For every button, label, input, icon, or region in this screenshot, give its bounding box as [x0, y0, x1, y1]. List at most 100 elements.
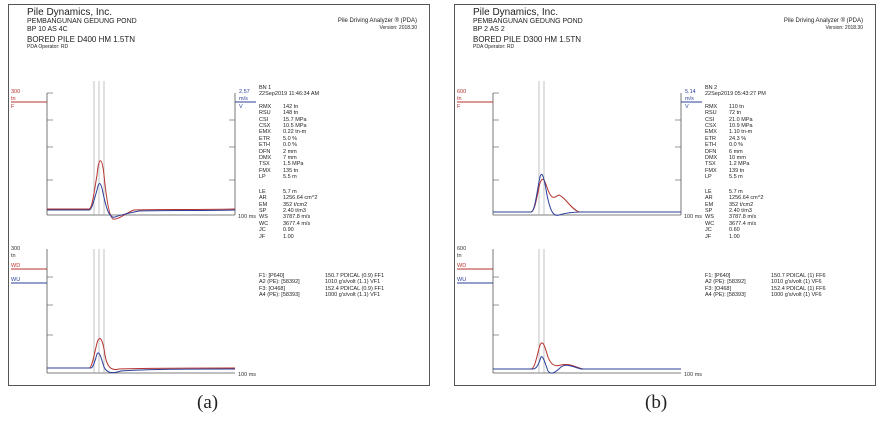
pile-name: BORED PILE D300 HM 1.5TN [473, 35, 582, 44]
param-row-em: EM 352 t/cm2 [259, 201, 308, 208]
result-row-rmx: RMX 110 tn [705, 103, 744, 110]
wave-down-trace [493, 342, 682, 370]
top-force-scale: 300 [11, 89, 20, 95]
result-row-dfn: DFN 2 mm [259, 148, 297, 155]
calibration-row-f3: F3: [O468] 152.4 PDICAL (1) FF6 [705, 285, 826, 292]
result-row-fmx: FMX 139 tn [705, 167, 745, 174]
top-force-unit: tn [11, 96, 16, 102]
param-row-jc: JC 0.60 [705, 227, 740, 234]
velocity-scale: 2.57 [239, 89, 250, 95]
bottom-time-label: 100 ms [684, 372, 702, 378]
param-row-jf: JF 1.00 [259, 233, 294, 240]
param-row-ws: WS 3787.8 m/s [259, 214, 311, 221]
wave-up-label: WU [457, 277, 466, 283]
bottom-ticks [493, 276, 499, 336]
bottom-force-scale: 300 [11, 246, 20, 252]
result-row-fmx: FMX 135 tn [259, 167, 299, 174]
blow-time: 22Sep2019 11:46:34 AM [259, 91, 320, 98]
param-row-ws: WS 3787.8 m/s [705, 214, 757, 221]
result-row-eth: ETH 0.0 % [259, 142, 298, 149]
result-row-etr: ETR 5.0 % [259, 135, 298, 142]
result-row-etr: ETR 24.3 % [705, 135, 747, 142]
force-trace [493, 178, 681, 213]
top-marker-lines [538, 81, 545, 215]
result-row-tsx: TSX 1.2 MPa [705, 161, 750, 168]
version-label: Version: 2018.30 [825, 25, 863, 31]
result-row-dmx: DMX 10 mm [705, 155, 746, 162]
param-row-ar: AR 1256.64 cm^2 [705, 195, 764, 202]
top-force-unit: tn [457, 96, 462, 102]
results-panel: BN 2 22Sep2019 05:43:27 PM RMX 110 tn RSU… [705, 85, 766, 240]
result-row-rsu: RSU 72 tn [705, 110, 742, 117]
velocity-trace-label: V [239, 104, 243, 110]
calibration-row-f1: F1: [P640] 150.7 PDICAL (0.9) FF1 [259, 273, 385, 279]
project-name: PEMBANGUNAN GEDUNG POND [473, 18, 583, 25]
param-row-wc: WC 3677.4 m/s [259, 220, 311, 227]
param-row-ar: AR 1256.64 cm^2 [259, 195, 318, 202]
operator-label: PDA Operator: RD [27, 44, 69, 50]
top-ticks [493, 92, 681, 181]
device-info: Pile Driving Analyzer ® (PDA) Version: 2… [338, 18, 417, 32]
calibration-row-a4: A4 (PE): [58393] 1000 g's/volt (1.1) VF1 [259, 292, 381, 299]
top-time-label: 100 ms [684, 214, 702, 220]
device-name: Pile Driving Analyzer ® (PDA) [337, 18, 417, 24]
param-row-sp: SP 2.40 t/m3 [259, 207, 306, 214]
top-ticks [47, 92, 235, 181]
result-row-csi: CSI 21.0 MPa [705, 116, 753, 123]
result-row-tsx: TSX 1.5 MPa [259, 161, 304, 168]
blow-number: BN 1 [259, 85, 272, 91]
top-force-scale: 600 [457, 89, 466, 95]
waveform-plots-b: 600 tn F 5.14 m/s V 100 ms 600 tn WD WU … [457, 81, 702, 378]
pda-report-b: Pile Dynamics, Inc. PEMBANGUNAN GEDUNG P… [454, 4, 876, 386]
wave-down-label: WD [457, 263, 466, 269]
result-row-csx: CSX 10.9 MPa [705, 123, 753, 130]
blow-time: 22Sep2019 05:43:27 PM [705, 91, 766, 98]
calibration-row-f3: F3: [O468] 152.4 PDICAL (0.9) FF1 [259, 285, 385, 292]
param-row-wc: WC 3677.4 m/s [705, 220, 757, 227]
calibration-row-a4: A4 (PE): [58393] 1000 g's/volt (1) VF6 [705, 292, 822, 299]
velocity-unit: m/s [239, 96, 248, 102]
param-row-le: LE 5.7 m [259, 188, 297, 195]
waveform-plots-a: 300 tn F 2.57 m/s V 100 ms 300 tn WD WU … [11, 81, 256, 378]
report-header: Pile Dynamics, Inc. PEMBANGUNAN GEDUNG P… [473, 7, 583, 50]
param-row-le: LE 5.7 m [705, 188, 743, 195]
company-name: Pile Dynamics, Inc. [27, 7, 113, 18]
result-row-csi: CSI 15.7 MPa [259, 116, 307, 123]
bottom-marker-lines [538, 249, 545, 373]
calibration-row-a2: A2 (PE): [58392] 1010 g's/volt (1.1) VF1 [259, 279, 381, 286]
force-trace [47, 160, 236, 220]
force-trace-label: F [11, 104, 15, 110]
wave-up-label: WU [11, 277, 20, 283]
device-name: Pile Driving Analyzer ® (PDA) [783, 18, 863, 24]
pile-id: BP 2 AS 2 [473, 26, 505, 33]
bottom-force-scale: 600 [457, 246, 466, 252]
velocity-scale: 5.14 [685, 89, 696, 95]
calibration-row-a2: A2 (PE): [58392] 1010 g's/volt (1) VF6 [705, 279, 822, 286]
result-row-rmx: RMX 142 tn [259, 103, 299, 110]
result-row-rsu: RSU 148 tn [259, 110, 299, 117]
pda-report-a: Pile Dynamics, Inc. PEMBANGUNAN GEDUNG P… [8, 4, 430, 386]
operator-label: PDA Operator: RD [473, 44, 515, 50]
velocity-trace-label: V [685, 104, 689, 110]
result-row-lp: LP 5.5 m [259, 174, 297, 181]
pile-name: BORED PILE D400 HM 1.5TN [27, 35, 136, 44]
param-row-sp: SP 2.40 t/m3 [705, 207, 752, 214]
result-row-emx: EMX 1.10 tn-m [705, 129, 753, 136]
result-row-dmx: DMX 7 mm [259, 155, 297, 162]
top-time-label: 100 ms [238, 214, 256, 220]
calibration-panel: F1: [P640] 150.7 PDICAL (1) FF6 A2 (PE): … [705, 273, 826, 299]
param-row-jf: JF 1.00 [705, 233, 740, 240]
param-row-em: EM 352 t/cm2 [705, 201, 754, 208]
bottom-force-unit: tn [11, 253, 16, 259]
version-label: Version: 2018.30 [379, 25, 417, 31]
force-trace-label: F [457, 104, 461, 110]
company-name: Pile Dynamics, Inc. [473, 7, 559, 18]
calibration-panel: F1: [P640] 150.7 PDICAL (0.9) FF1 A2 (PE)… [259, 273, 384, 299]
wave-down-trace [47, 338, 236, 370]
project-name: PEMBANGUNAN GEDUNG POND [27, 18, 137, 25]
wave-up-trace [47, 352, 236, 374]
velocity-trace [493, 173, 681, 216]
wave-down-label: WD [11, 263, 20, 269]
wave-up-trace [493, 356, 682, 374]
pile-id: BP 10 AS 4C [27, 26, 68, 33]
